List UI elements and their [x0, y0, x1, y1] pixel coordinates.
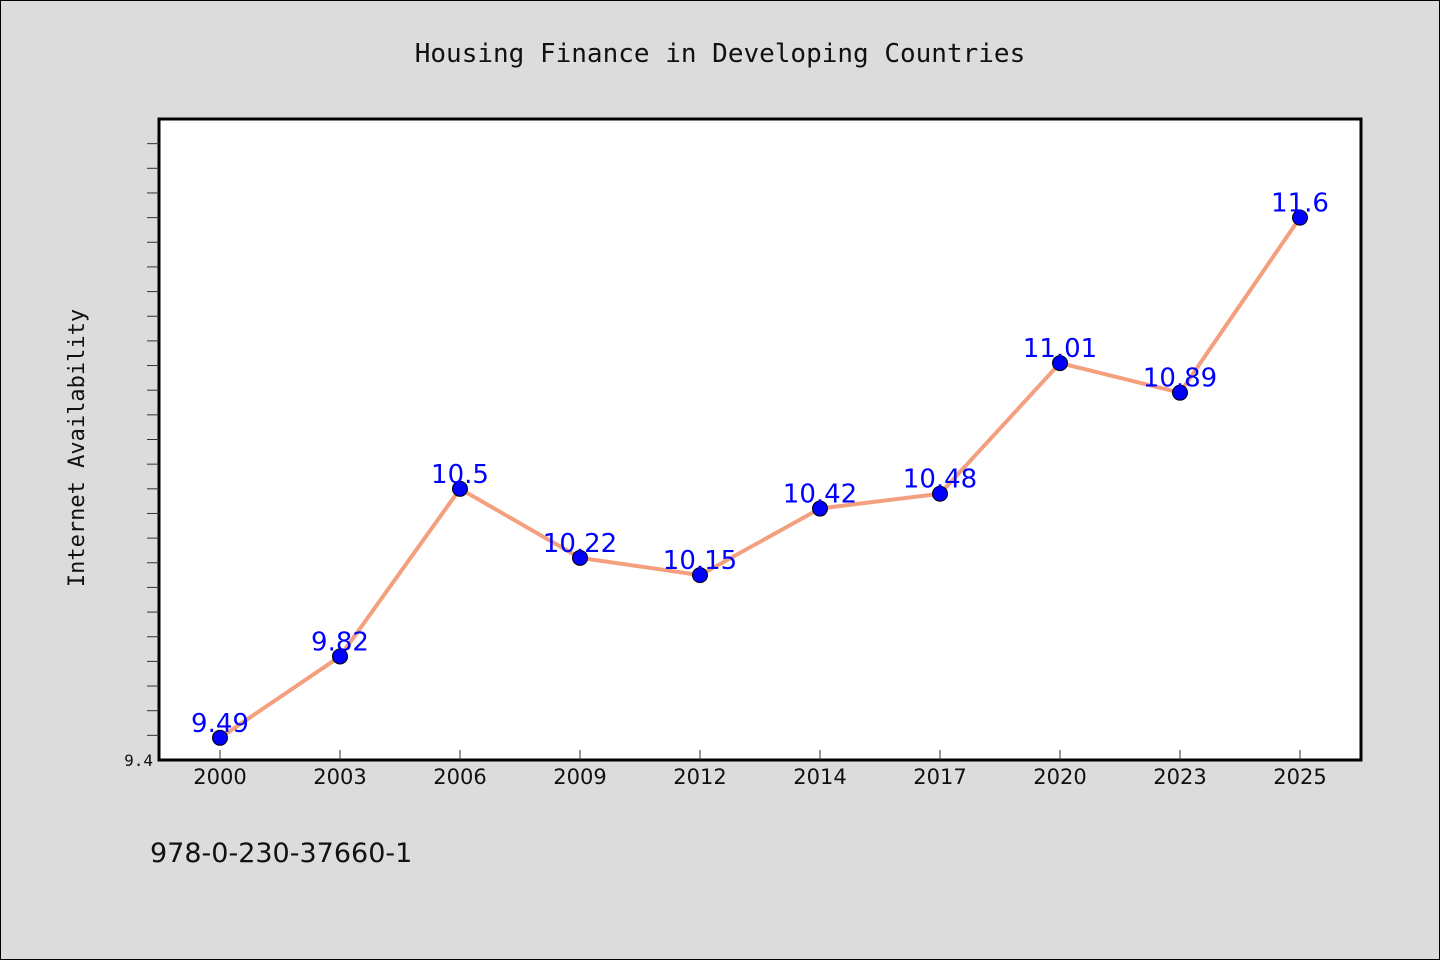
x-tick-label: 2023 — [1153, 765, 1206, 789]
x-tick-label: 2003 — [313, 765, 366, 789]
x-tick-label: 2006 — [433, 765, 486, 789]
data-label: 10.48 — [903, 465, 977, 495]
data-point — [1292, 209, 1308, 226]
data-point — [212, 729, 228, 746]
data-label: 10.15 — [663, 546, 737, 576]
x-tick-label: 2017 — [913, 765, 966, 789]
x-tick-label: 2000 — [193, 765, 246, 789]
x-tick-label: 2014 — [793, 765, 846, 789]
data-point — [572, 549, 588, 566]
y-tick-label: 9.4 — [124, 751, 153, 770]
data-point — [1052, 355, 1068, 372]
data-point — [812, 500, 828, 517]
data-point — [332, 648, 348, 665]
data-label: 9.49 — [191, 709, 249, 739]
chart-title: Housing Finance in Developing Countries — [415, 39, 1025, 69]
data-point — [932, 485, 948, 502]
data-label: 9.82 — [311, 627, 369, 657]
x-tick-label: 2025 — [1273, 765, 1326, 789]
data-point — [1172, 384, 1188, 401]
data-point — [692, 567, 708, 584]
x-tick-label: 2012 — [673, 765, 726, 789]
data-label: 10.5 — [431, 460, 489, 490]
data-label: 10.89 — [1143, 364, 1217, 394]
x-tick-label: 2020 — [1033, 765, 1086, 789]
plot-area — [157, 117, 1363, 762]
y-axis-label: Internet Availability — [65, 309, 90, 587]
data-label: 11.01 — [1023, 334, 1097, 364]
x-tick-label: 2009 — [553, 765, 606, 789]
data-point — [452, 480, 468, 497]
x-axis-ticks: 2000 2003 2006 2009 2012 2014 2017 2020 2023 2025 — [193, 750, 1327, 789]
data-markers — [212, 209, 1308, 746]
data-label: 10.42 — [783, 480, 857, 510]
footnote-isbn: 978-0-230-37660-1 — [150, 838, 412, 869]
data-label: 10.22 — [543, 529, 617, 559]
series-line — [218, 216, 1302, 740]
y-axis-ticks: 9.4 — [124, 143, 159, 770]
data-label: 11.6 — [1271, 189, 1329, 219]
data-labels: 9.49 9.82 10.5 10.22 10.15 10.42 10.48 11.01 10.… — [191, 189, 1329, 739]
